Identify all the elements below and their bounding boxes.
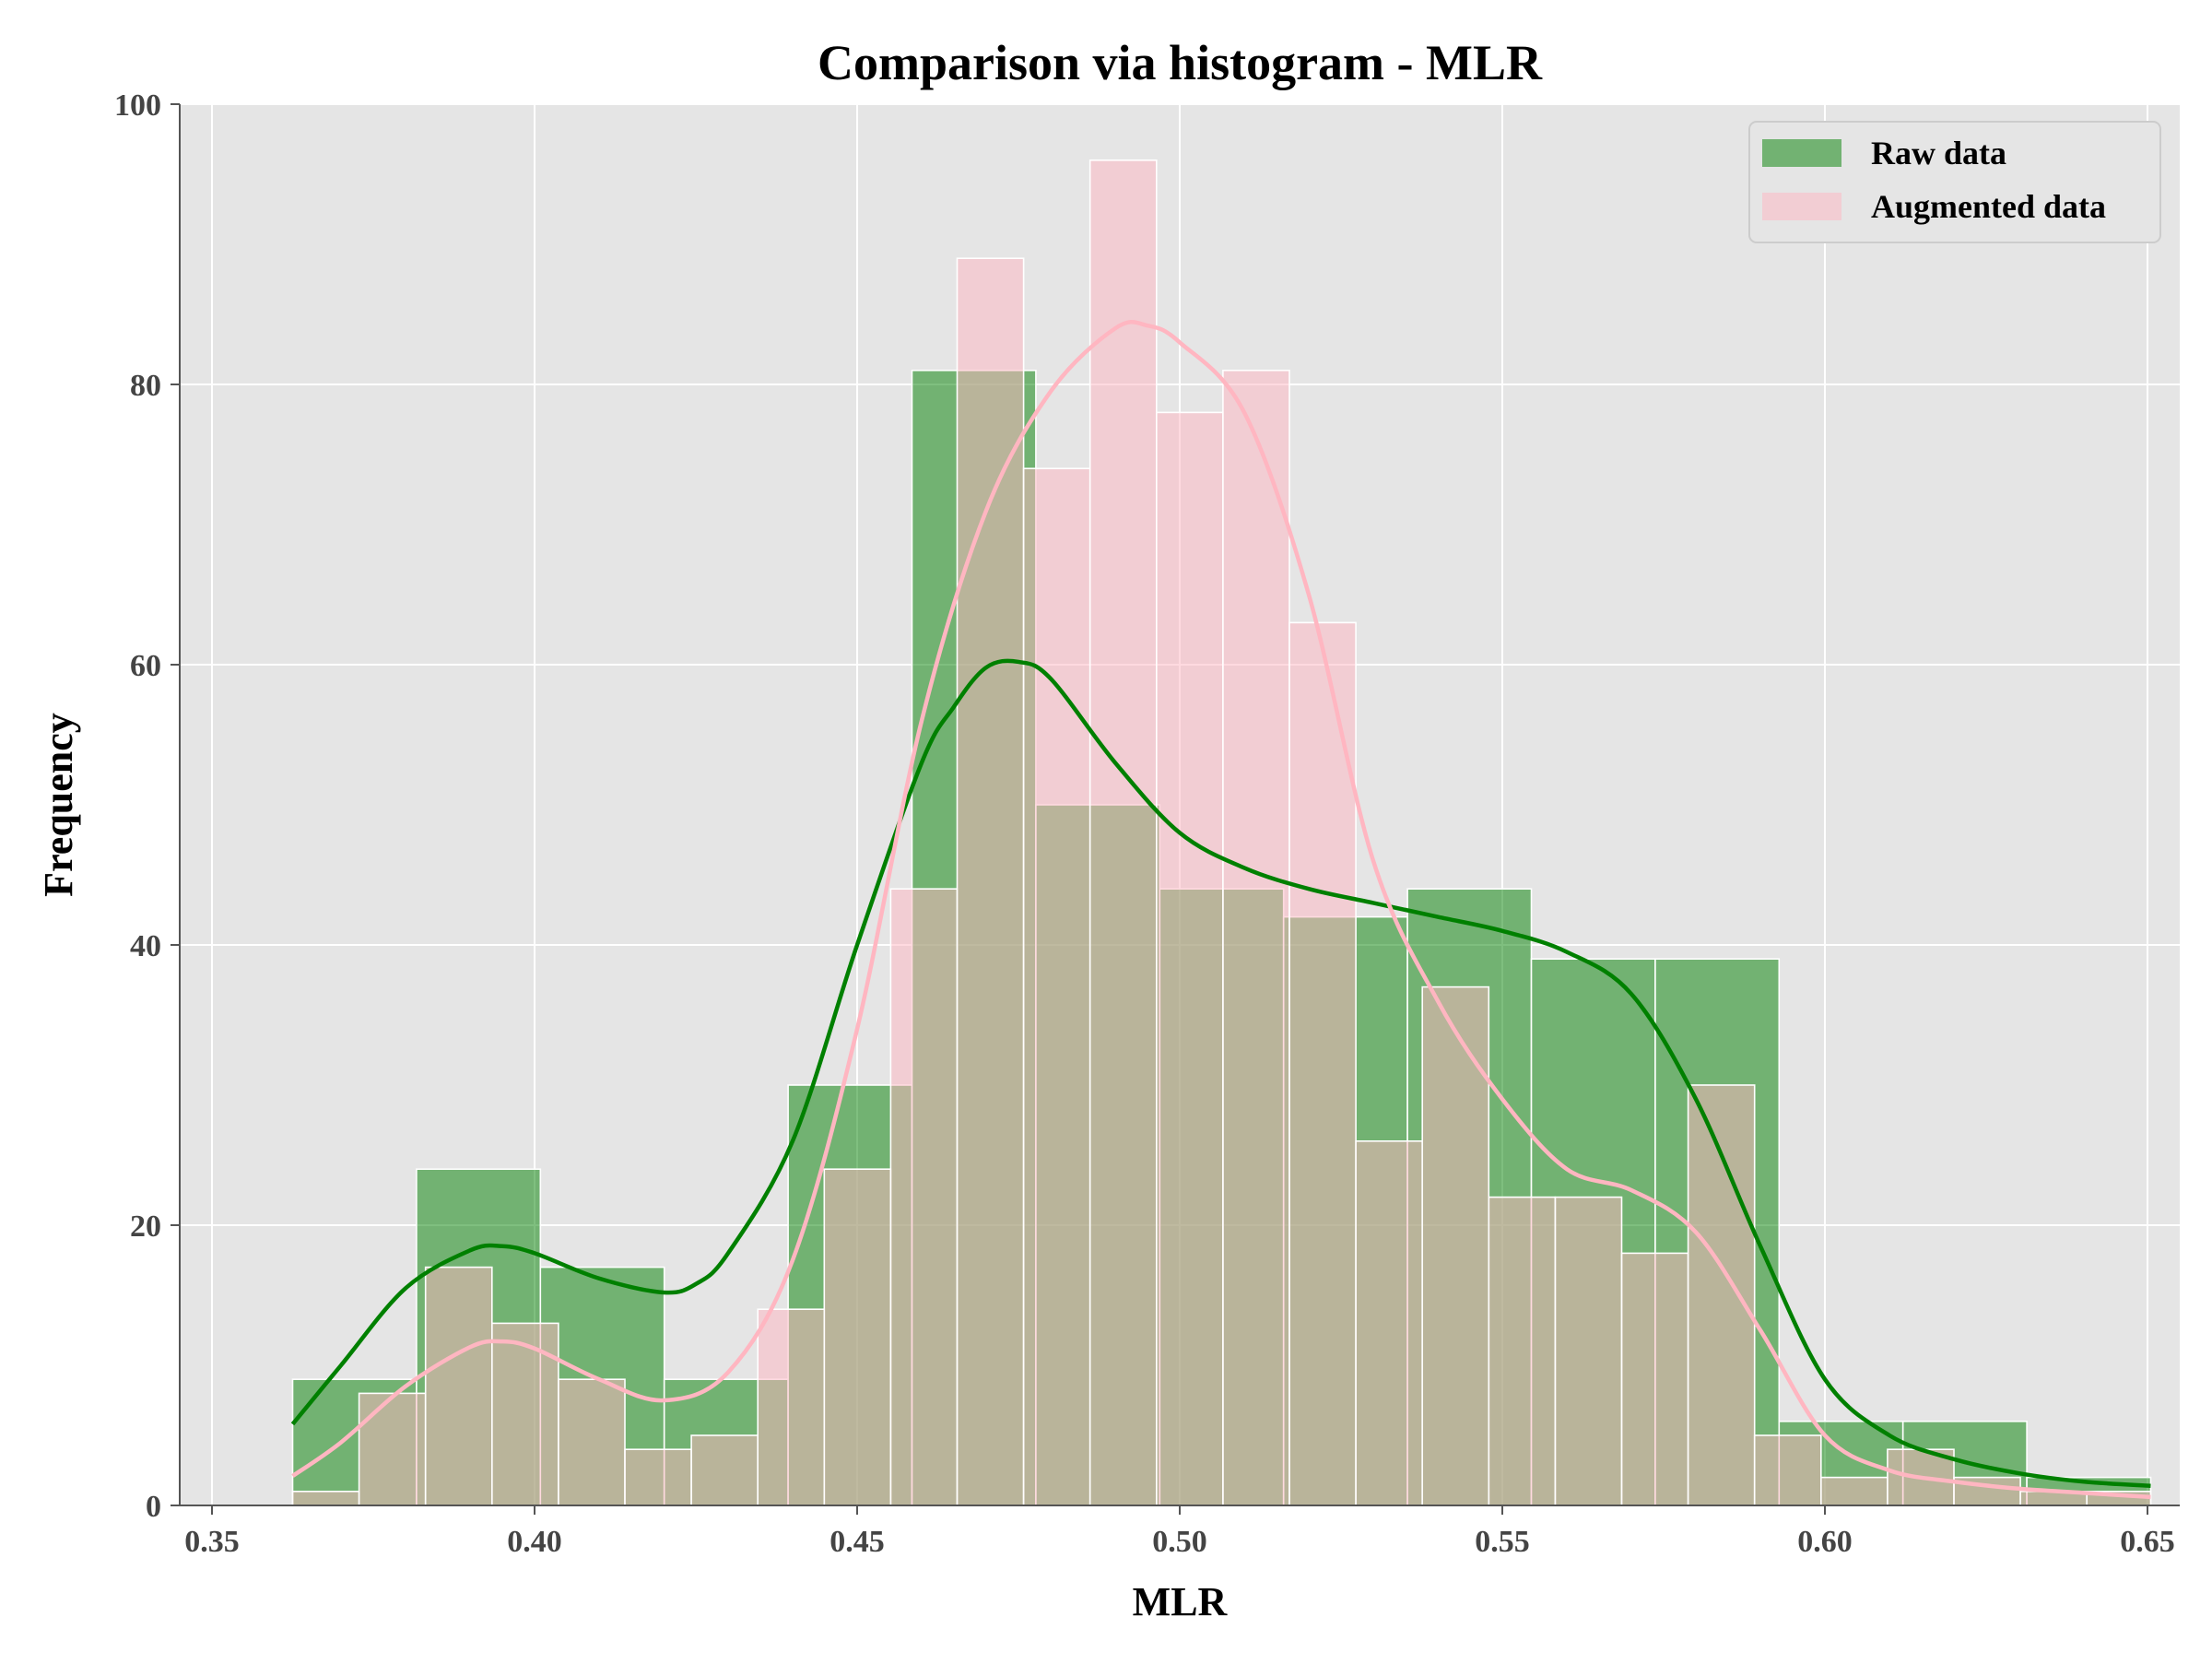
augmented-data-bar-16: [1355, 1140, 1423, 1506]
augmented-data-bar-15: [1288, 621, 1357, 1506]
augmented-data-bar-19: [1554, 1196, 1623, 1506]
legend: Raw data Augmented data: [1748, 121, 2161, 243]
y-tick-label: 0: [146, 1490, 161, 1524]
augmented-data-bar-9: [889, 888, 959, 1506]
legend-box: [1748, 121, 2161, 243]
y-tick-label: 80: [130, 369, 161, 403]
augmented-data-bar-6: [690, 1434, 759, 1506]
y-tick-label: 60: [130, 649, 161, 683]
augmented-data-bar-2: [424, 1266, 493, 1506]
x-tick-label: 0.55: [1475, 1525, 1530, 1559]
augmented-data-bar-5: [624, 1448, 692, 1506]
augmented-data-bar-23: [1820, 1476, 1888, 1506]
augmented-data-bar-21: [1687, 1084, 1756, 1506]
augmented-data-bar-12: [1088, 159, 1158, 1506]
legend-swatch-augmented-data: [1762, 193, 1841, 220]
kde-curves: [290, 320, 2151, 1500]
legend-label-raw-data: Raw data: [1871, 135, 2006, 171]
tick-labels: 0.35 0.40 0.45 0.50 0.55 0.60 0.65 0 20 40 60 80 100: [114, 89, 2175, 1559]
x-axis-title: MLR: [1133, 1579, 1229, 1624]
x-tick-label: 0.50: [1152, 1525, 1207, 1559]
augmented-data-kde-line: [291, 320, 2151, 1500]
augmented-data-bar-13: [1156, 411, 1224, 1506]
y-axis-title: Frequency: [36, 713, 81, 897]
augmented-data-bar-8: [823, 1168, 892, 1506]
y-tick-label: 40: [130, 929, 161, 963]
raw-data-kde-line: [290, 658, 2151, 1488]
legend-swatch-raw-data: [1762, 139, 1841, 167]
augmented-data-bar-18: [1488, 1196, 1557, 1506]
augmented-data-bar-1: [358, 1392, 427, 1506]
x-tick-label: 0.35: [184, 1525, 240, 1559]
augmented-data-bar-20: [1620, 1252, 1689, 1506]
augmented-data-bar-3: [490, 1322, 559, 1506]
augmented-data-bar-0: [291, 1491, 360, 1506]
y-tick-label: 20: [130, 1210, 161, 1244]
augmented-data-bar-7: [757, 1308, 826, 1506]
x-tick-label: 0.45: [830, 1525, 885, 1559]
augmented-data-bar-11: [1022, 467, 1091, 1506]
augmented-data-bar-22: [1753, 1434, 1822, 1506]
x-tick-label: 0.60: [1797, 1525, 1853, 1559]
chart-title: Comparison via histogram - MLR: [818, 35, 1543, 90]
legend-label-augmented-data: Augmented data: [1871, 188, 2106, 225]
augmented-data-bar-4: [558, 1378, 626, 1506]
augmented-data-bar-10: [956, 257, 1025, 1506]
augmented-data-bar-17: [1421, 985, 1490, 1506]
x-tick-label: 0.40: [507, 1525, 562, 1559]
x-tick-label: 0.65: [2120, 1525, 2175, 1559]
augmented-data-bar-14: [1222, 369, 1290, 1506]
y-tick-label: 100: [114, 89, 161, 123]
